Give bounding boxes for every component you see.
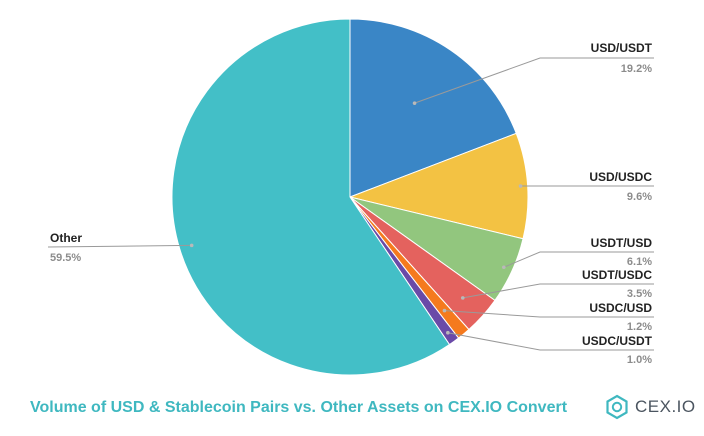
slice-label-usdt-usdc: USDT/USDC (582, 268, 652, 282)
leader-line-usdc-usdt (447, 332, 654, 351)
slice-value-usdc-usd: 1.2% (627, 321, 652, 333)
cexio-logo: CEX.IO (604, 394, 696, 420)
slice-labels: USD/USDT19.2%USD/USDC9.6%USDT/USD6.1%USD… (50, 41, 653, 366)
leader-dot-usd-usdt (412, 101, 417, 105)
leader-dot-usdc-usd (442, 308, 447, 313)
pie-slice-other (171, 18, 451, 376)
slice-value-usdt-usdc: 3.5% (627, 288, 652, 300)
leader-dot-usdt-usdc (460, 296, 465, 300)
leader-dot-usdc-usdt (446, 330, 450, 335)
slice-label-usdt-usd: USDT/USD (591, 236, 653, 250)
pie-slice-usd-usdt (349, 18, 517, 198)
leader-line-usdt-usdc (462, 283, 654, 299)
leader-dot-usd-usdc (518, 184, 523, 188)
slice-value-usdt-usd: 6.1% (627, 256, 652, 268)
leader-dot-usdt-usd (502, 265, 506, 270)
slice-value-usd-usdc: 9.6% (627, 191, 652, 203)
leader-line-usd-usdt (414, 57, 654, 104)
leader-line-usdc-usd (444, 310, 654, 318)
slice-label-other: Other (50, 231, 82, 245)
slice-value-usd-usdt: 19.2% (621, 63, 652, 75)
chart-title: Volume of USD & Stablecoin Pairs vs. Oth… (30, 399, 568, 416)
pie-slices (171, 18, 529, 376)
slice-label-usdc-usdt: USDC/USDT (582, 334, 653, 348)
slice-label-usdc-usd: USDC/USD (589, 301, 652, 315)
leader-lines (47, 57, 655, 351)
cexio-logo-icon (606, 394, 628, 420)
leader-dot-other (189, 243, 194, 248)
leader-line-other (47, 244, 192, 248)
slice-value-other: 59.5% (50, 252, 81, 264)
slice-label-usd-usdt: USD/USDT (591, 41, 653, 55)
slice-value-usdc-usdt: 1.0% (627, 354, 652, 366)
leader-line-usdt-usd (503, 251, 654, 268)
logo-text: CEX.IO (635, 397, 696, 416)
slice-label-usd-usdc: USD/USDC (589, 170, 652, 184)
